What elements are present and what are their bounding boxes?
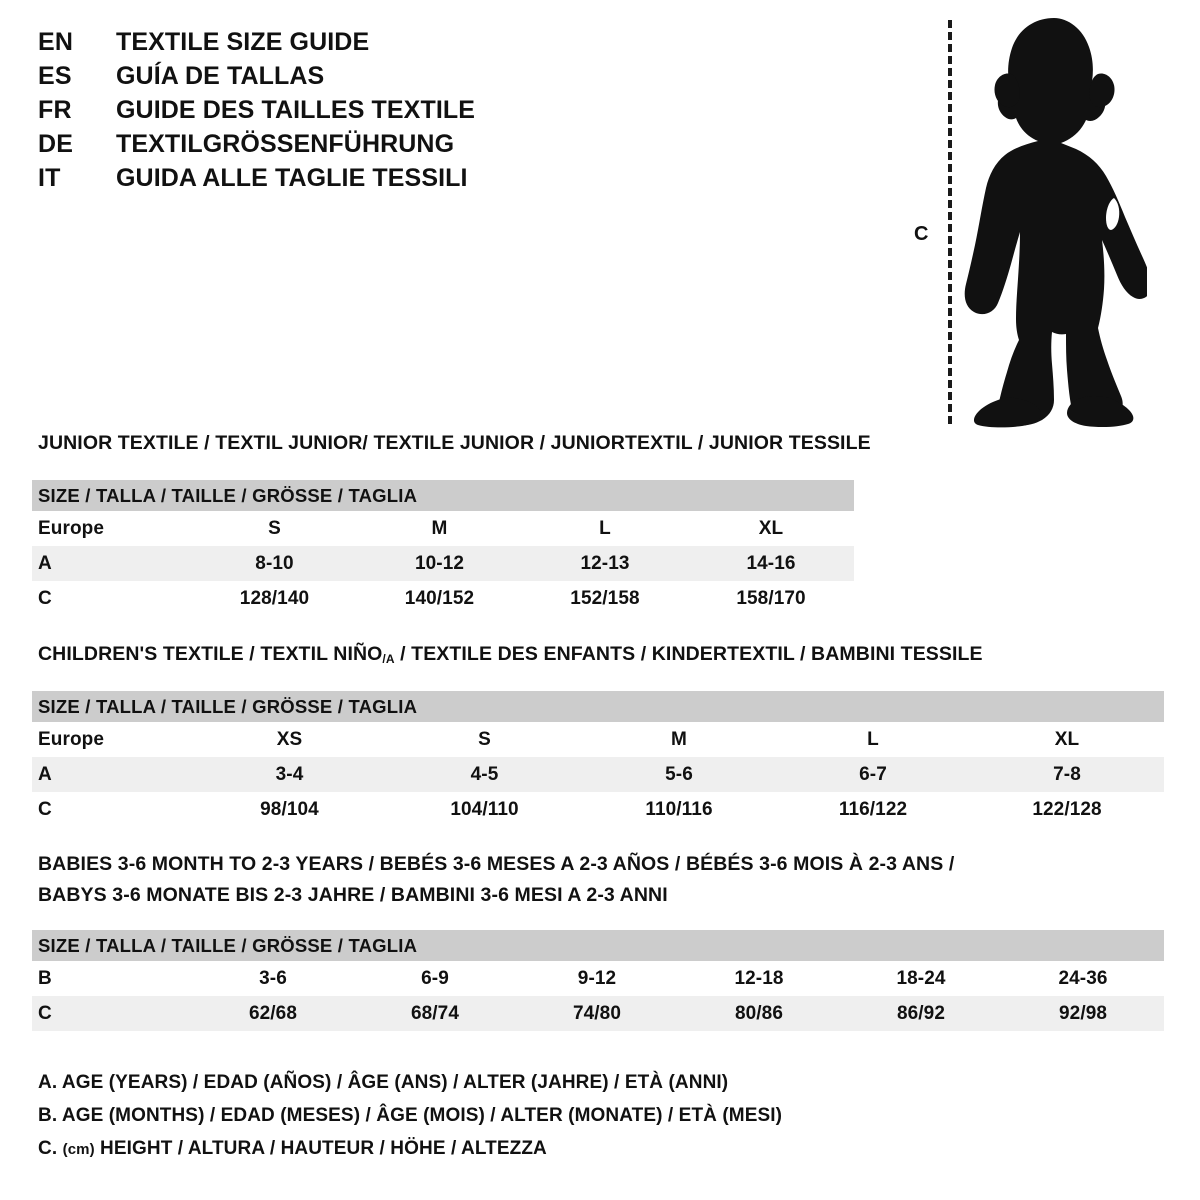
cell-value: 86/92: [840, 996, 1002, 1031]
section-heading-children: CHILDREN'S TEXTILE / TEXTIL NIÑO/A / TEX…: [38, 643, 983, 666]
table-header-label: SIZE / TALLA / TAILLE / GRÖSSE / TAGLIA: [32, 930, 1165, 961]
cell-value: 74/80: [516, 996, 678, 1031]
legend-line-b: B. AGE (MONTHS) / EDAD (MESES) / ÂGE (MO…: [38, 1105, 783, 1126]
language-title-block: EN TEXTILE SIZE GUIDE ES GUÍA DE TALLAS …: [38, 28, 558, 198]
cell-value: M: [357, 511, 522, 546]
title-text: GUIDA ALLE TAGLIE TESSILI: [116, 164, 468, 192]
cell-value: L: [776, 722, 970, 757]
cell-value: XL: [688, 511, 855, 546]
section-heading-children-sub: /A: [382, 652, 395, 666]
title-row: ES GUÍA DE TALLAS: [38, 62, 558, 96]
cell-value: 18-24: [840, 961, 1002, 996]
cell-value: 3-6: [192, 961, 354, 996]
cell-value: 9-12: [516, 961, 678, 996]
cell-value: 158/170: [688, 581, 855, 616]
junior-size-table: SIZE / TALLA / TAILLE / GRÖSSE / TAGLIA …: [32, 480, 855, 616]
table-row: B 3-6 6-9 9-12 12-18 18-24 24-36: [32, 961, 1165, 996]
title-text: TEXTILE SIZE GUIDE: [116, 28, 370, 56]
children-size-table: SIZE / TALLA / TAILLE / GRÖSSE / TAGLIA …: [32, 691, 1165, 827]
table-header-row: SIZE / TALLA / TAILLE / GRÖSSE / TAGLIA: [32, 480, 855, 511]
table-row: C 128/140 140/152 152/158 158/170: [32, 581, 855, 616]
row-label: A: [32, 546, 192, 581]
title-lang-code: FR: [38, 96, 72, 124]
cell-value: 92/98: [1002, 996, 1165, 1031]
cell-value: 3-4: [192, 757, 387, 792]
cell-value: 12-13: [522, 546, 688, 581]
row-label: Europe: [32, 722, 192, 757]
title-lang-code: EN: [38, 28, 74, 56]
title-text: TEXTILGRÖSSENFÜHRUNG: [116, 130, 455, 158]
title-row: DE TEXTILGRÖSSENFÜHRUNG: [38, 130, 558, 164]
cell-value: 24-36: [1002, 961, 1165, 996]
cell-value: 80/86: [678, 996, 840, 1031]
cell-value: 4-5: [387, 757, 582, 792]
cell-value: 7-8: [970, 757, 1165, 792]
cell-value: 6-7: [776, 757, 970, 792]
height-dashed-line: [948, 20, 952, 424]
row-label: Europe: [32, 511, 192, 546]
cell-value: 110/116: [582, 792, 776, 827]
table-row: A 3-4 4-5 5-6 6-7 7-8: [32, 757, 1165, 792]
cell-value: 152/158: [522, 581, 688, 616]
legend-line-c-prefix: C.: [38, 1138, 63, 1159]
row-label: C: [32, 581, 192, 616]
cell-value: 128/140: [192, 581, 357, 616]
title-text: GUÍA DE TALLAS: [116, 62, 325, 90]
cell-value: 6-9: [354, 961, 516, 996]
table-row: C 98/104 104/110 110/116 116/122 122/128: [32, 792, 1165, 827]
section-heading-junior: JUNIOR TEXTILE / TEXTIL JUNIOR/ TEXTILE …: [38, 432, 871, 454]
table-header-label: SIZE / TALLA / TAILLE / GRÖSSE / TAGLIA: [32, 691, 1165, 722]
title-lang-code: ES: [38, 62, 72, 90]
row-label: B: [32, 961, 192, 996]
cell-value: 5-6: [582, 757, 776, 792]
cell-value: L: [522, 511, 688, 546]
legend-line-c: C. (cm) HEIGHT / ALTURA / HAUTEUR / HÖHE…: [38, 1132, 782, 1165]
cell-value: M: [582, 722, 776, 757]
table-row: Europe XS S M L XL: [32, 722, 1165, 757]
legend-line-a: A. AGE (YEARS) / EDAD (AÑOS) / ÂGE (ANS)…: [38, 1072, 729, 1093]
babies-size-table: SIZE / TALLA / TAILLE / GRÖSSE / TAGLIA …: [32, 930, 1165, 1031]
cell-value: S: [387, 722, 582, 757]
row-label: C: [32, 792, 192, 827]
cell-value: 104/110: [387, 792, 582, 827]
cell-value: 14-16: [688, 546, 855, 581]
table-row: Europe S M L XL: [32, 511, 855, 546]
row-label: A: [32, 757, 192, 792]
section-heading-children-post: / TEXTILE DES ENFANTS / KINDERTEXTIL / B…: [394, 643, 983, 665]
table-row: C 62/68 68/74 74/80 80/86 86/92 92/98: [32, 996, 1165, 1031]
title-row: IT GUIDA ALLE TAGLIE TESSILI: [38, 164, 558, 198]
section-heading-babies-line2: BABYS 3-6 MONATE BIS 2-3 JAHRE / BAMBINI…: [38, 884, 668, 906]
table-header-label: SIZE / TALLA / TAILLE / GRÖSSE / TAGLIA: [32, 480, 855, 511]
cell-value: S: [192, 511, 357, 546]
title-text: GUIDE DES TAILLES TEXTILE: [116, 96, 476, 124]
title-lang-code: DE: [38, 130, 74, 158]
legend-line-c-text: HEIGHT / ALTURA / HAUTEUR / HÖHE / ALTEZ…: [94, 1138, 547, 1159]
cell-value: XS: [192, 722, 387, 757]
title-row: FR GUIDE DES TAILLES TEXTILE: [38, 96, 558, 130]
section-heading-children-pre: CHILDREN'S TEXTILE / TEXTIL NIÑO: [38, 643, 383, 665]
title-row: EN TEXTILE SIZE GUIDE: [38, 28, 558, 62]
height-marker-label: C: [914, 223, 929, 245]
cell-value: XL: [970, 722, 1165, 757]
height-measurement-figure: C: [900, 8, 1160, 433]
table-row: A 8-10 10-12 12-13 14-16: [32, 546, 855, 581]
cell-value: 68/74: [354, 996, 516, 1031]
legend-line-c-unit: (cm): [62, 1141, 95, 1158]
cell-value: 12-18: [678, 961, 840, 996]
title-lang-code: IT: [38, 164, 61, 192]
child-silhouette-icon: [964, 18, 1147, 428]
section-heading-babies-line1: BABIES 3-6 MONTH TO 2-3 YEARS / BEBÉS 3-…: [38, 853, 955, 875]
cell-value: 62/68: [192, 996, 354, 1031]
table-header-row: SIZE / TALLA / TAILLE / GRÖSSE / TAGLIA: [32, 930, 1165, 961]
cell-value: 140/152: [357, 581, 522, 616]
table-header-row: SIZE / TALLA / TAILLE / GRÖSSE / TAGLIA: [32, 691, 1165, 722]
cell-value: 116/122: [776, 792, 970, 827]
legend-block: A. AGE (YEARS) / EDAD (AÑOS) / ÂGE (ANS)…: [38, 1066, 782, 1165]
cell-value: 122/128: [970, 792, 1165, 827]
row-label: C: [32, 996, 192, 1031]
cell-value: 10-12: [357, 546, 522, 581]
cell-value: 8-10: [192, 546, 357, 581]
cell-value: 98/104: [192, 792, 387, 827]
